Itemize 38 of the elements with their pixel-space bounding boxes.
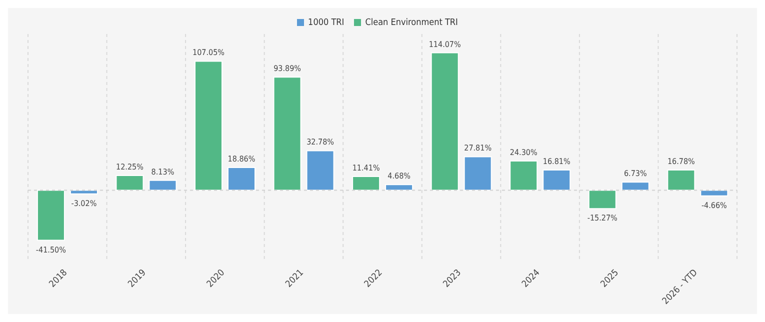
data-label: -15.27% xyxy=(587,214,618,223)
bar xyxy=(667,170,696,191)
data-label: 114.07% xyxy=(428,40,462,49)
data-label: 8.13% xyxy=(151,167,174,176)
bar xyxy=(306,150,334,191)
bar xyxy=(430,52,459,191)
bar xyxy=(385,184,414,191)
bar xyxy=(510,160,538,191)
data-label: 107.05% xyxy=(192,48,225,58)
data-label: 16.81% xyxy=(542,156,570,166)
bar xyxy=(621,182,650,191)
bar xyxy=(70,190,98,194)
bar xyxy=(273,76,302,191)
bar xyxy=(116,174,144,191)
bar xyxy=(542,169,571,191)
bar xyxy=(352,176,380,191)
bar xyxy=(36,190,65,241)
bar xyxy=(464,156,492,191)
data-label: 24.30% xyxy=(510,148,538,157)
bar xyxy=(148,180,177,191)
bar xyxy=(194,60,223,191)
legend-label: Clean Environment TRI xyxy=(365,18,458,28)
bar xyxy=(588,190,616,210)
data-label: 6.73% xyxy=(624,169,647,178)
data-label: 12.25% xyxy=(116,162,144,172)
data-label: 27.81% xyxy=(464,144,492,153)
bar xyxy=(700,190,728,196)
data-label: -41.50% xyxy=(36,245,66,254)
bar xyxy=(228,167,256,191)
data-label: 4.68% xyxy=(388,172,411,181)
data-label: -3.02% xyxy=(71,198,97,208)
legend-label: 1000 TRI xyxy=(308,18,344,28)
data-label: 93.89% xyxy=(274,64,302,74)
data-label: -4.66% xyxy=(701,200,728,210)
data-label: 18.86% xyxy=(228,154,256,164)
data-label: 11.41% xyxy=(352,163,380,172)
data-label: 16.78% xyxy=(667,157,696,166)
data-label: 32.78% xyxy=(306,138,334,147)
